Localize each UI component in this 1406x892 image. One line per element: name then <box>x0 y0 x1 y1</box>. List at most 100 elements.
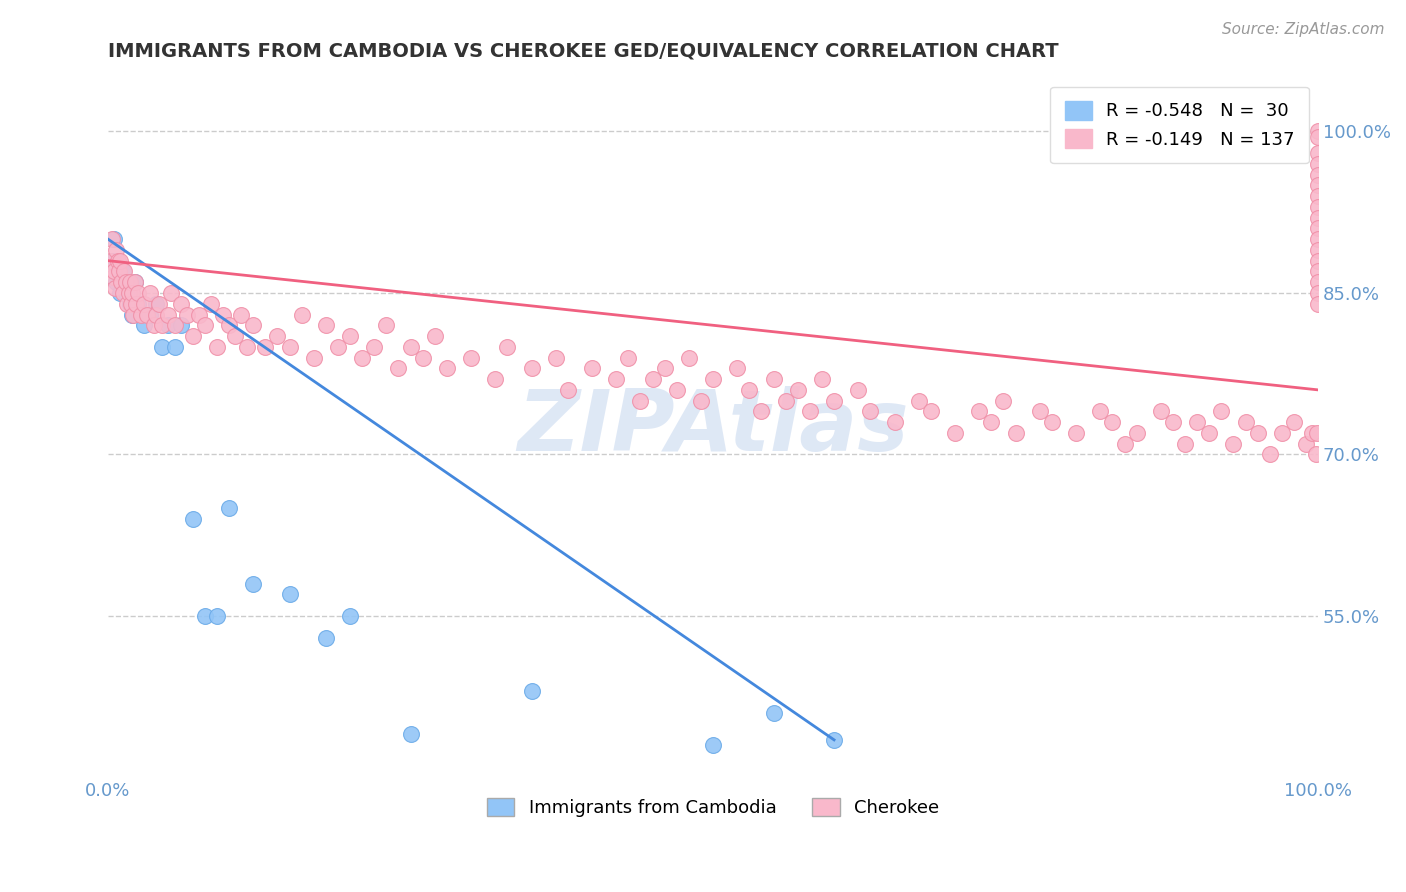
Point <box>135 308 157 322</box>
Point <box>375 318 398 333</box>
Point <box>134 318 156 333</box>
Point <box>115 275 138 289</box>
Point <box>1308 285 1330 300</box>
Point <box>110 275 132 289</box>
Point <box>101 269 124 284</box>
Point <box>242 576 264 591</box>
Point <box>1040 415 1063 429</box>
Point <box>605 372 627 386</box>
Point <box>799 404 821 418</box>
Point <box>111 285 134 300</box>
Point <box>218 318 240 333</box>
Point <box>641 372 664 386</box>
Point <box>111 264 134 278</box>
Point <box>112 264 135 278</box>
Point <box>1308 297 1330 311</box>
Point <box>1258 448 1281 462</box>
Point <box>352 351 374 365</box>
Point <box>108 264 131 278</box>
Point <box>1308 221 1330 235</box>
Point <box>139 285 162 300</box>
Point <box>148 297 170 311</box>
Point <box>678 351 700 365</box>
Point <box>883 415 905 429</box>
Point <box>460 351 482 365</box>
Point <box>920 404 942 418</box>
Point <box>152 340 174 354</box>
Point <box>108 253 131 268</box>
Point <box>1308 253 1330 268</box>
Point <box>738 383 761 397</box>
Point <box>423 329 446 343</box>
Point <box>118 275 141 289</box>
Point <box>117 297 139 311</box>
Point <box>1308 129 1330 144</box>
Point <box>630 393 652 408</box>
Point <box>557 383 579 397</box>
Point <box>218 501 240 516</box>
Point <box>1308 168 1330 182</box>
Point <box>654 361 676 376</box>
Point <box>108 285 131 300</box>
Point <box>145 308 167 322</box>
Point <box>1301 425 1323 440</box>
Point <box>1161 415 1184 429</box>
Point <box>1064 425 1087 440</box>
Point <box>1308 243 1330 257</box>
Point <box>1271 425 1294 440</box>
Point <box>124 275 146 289</box>
Point <box>1308 264 1330 278</box>
Point <box>1308 275 1330 289</box>
Text: IMMIGRANTS FROM CAMBODIA VS CHEROKEE GED/EQUIVALENCY CORRELATION CHART: IMMIGRANTS FROM CAMBODIA VS CHEROKEE GED… <box>108 42 1059 61</box>
Point <box>980 415 1002 429</box>
Point <box>169 318 191 333</box>
Point <box>1308 232 1330 246</box>
Point <box>224 329 246 343</box>
Point <box>690 393 713 408</box>
Point <box>412 351 434 365</box>
Point <box>254 340 277 354</box>
Point <box>121 308 143 322</box>
Text: ZIPAtlas: ZIPAtlas <box>517 386 908 469</box>
Point <box>205 609 228 624</box>
Point <box>751 404 773 418</box>
Point <box>1308 200 1330 214</box>
Point <box>302 351 325 365</box>
Point <box>786 383 808 397</box>
Point <box>775 393 797 408</box>
Point <box>163 318 186 333</box>
Point <box>665 383 688 397</box>
Point <box>122 308 145 322</box>
Point <box>1150 404 1173 418</box>
Point <box>143 318 166 333</box>
Point <box>125 297 148 311</box>
Point <box>176 308 198 322</box>
Point <box>105 275 128 289</box>
Point <box>762 706 785 720</box>
Point <box>121 285 143 300</box>
Point <box>145 297 167 311</box>
Point <box>1295 436 1317 450</box>
Point <box>846 383 869 397</box>
Point <box>315 318 337 333</box>
Point <box>212 308 235 322</box>
Point <box>399 727 422 741</box>
Point <box>544 351 567 365</box>
Point <box>139 308 162 322</box>
Point <box>363 340 385 354</box>
Point <box>169 297 191 311</box>
Point <box>1306 425 1329 440</box>
Point <box>103 232 125 246</box>
Point <box>1198 425 1220 440</box>
Point <box>205 340 228 354</box>
Point <box>100 253 122 268</box>
Point <box>278 340 301 354</box>
Point <box>859 404 882 418</box>
Point <box>326 340 349 354</box>
Point <box>520 361 543 376</box>
Point <box>181 512 204 526</box>
Point <box>134 297 156 311</box>
Point <box>157 318 180 333</box>
Point <box>1029 404 1052 418</box>
Point <box>229 308 252 322</box>
